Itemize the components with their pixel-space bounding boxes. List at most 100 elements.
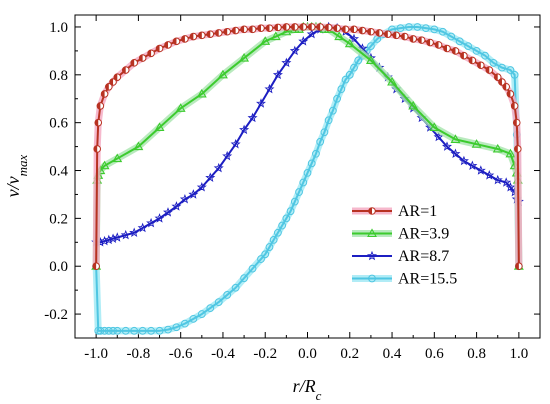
series-3-point-27	[274, 228, 282, 237]
series-0-point-56-fill	[511, 102, 515, 110]
series-2-point-16	[205, 172, 216, 182]
series-0-point-29-fill	[299, 23, 304, 31]
series-1-point-28	[408, 100, 419, 110]
series-3-point-24	[261, 250, 270, 259]
series-0-line	[95, 25, 520, 267]
legend-label-1: AR=3.9	[398, 226, 449, 243]
series-3-point-2	[96, 326, 105, 335]
series-0-point-18-fill	[206, 30, 211, 38]
x-tick-label-2: -0.6	[169, 346, 193, 362]
series-3-point-16	[197, 310, 206, 318]
series-1-point-30	[450, 134, 461, 143]
series-3-point-9	[138, 326, 147, 335]
series-0-point-1-fill	[93, 145, 98, 153]
series-0-point-41-fill	[401, 33, 405, 40]
series-2-point-43	[433, 131, 444, 142]
series-3-point-30	[286, 207, 295, 216]
series-0-point-27-fill	[283, 23, 287, 31]
series-2-point-3	[103, 234, 114, 245]
series-3-point-54	[405, 23, 413, 31]
series-3-point-18	[214, 298, 223, 307]
series-3-point-15	[189, 314, 198, 323]
series-3-point-58	[438, 27, 447, 36]
series-2-point-28	[306, 28, 317, 39]
series-0-point-12-fill	[156, 45, 160, 52]
series-3-point-22	[248, 264, 257, 273]
series-0-point-34-fill	[342, 26, 346, 33]
series-1-point-14	[281, 26, 292, 36]
x-axis-title-sub: c	[316, 388, 322, 403]
series-0-point-20-fill	[223, 28, 228, 36]
x-tick-label-1: -0.8	[127, 346, 151, 362]
series-2-point-18	[222, 150, 233, 161]
series-2-point-52	[505, 182, 516, 192]
series-0-point-6-fill	[109, 78, 114, 86]
series-1-point-5	[112, 153, 123, 163]
series-3-point-26	[269, 236, 278, 244]
series-3-point-3	[100, 326, 109, 335]
series-3-point-6	[113, 326, 122, 335]
series-0-point-58-fill	[514, 145, 518, 153]
series-0-halo	[92, 23, 523, 270]
series-0-point-52-fill	[494, 73, 498, 81]
x-tick-label-10: 1.0	[509, 346, 528, 362]
series-3-point-40	[328, 106, 337, 115]
y-tick-label-4: 0.6	[49, 116, 68, 132]
series-3-point-4	[104, 326, 113, 335]
series-1-point-32	[492, 143, 503, 153]
x-tick-label-5: 0.0	[298, 346, 317, 362]
series-1-point-26	[365, 55, 376, 65]
series-2-point-17	[213, 162, 224, 173]
legend-item-1: AR=3.9	[352, 226, 449, 243]
series-1-line	[95, 25, 520, 267]
series-3-point-43	[341, 75, 350, 84]
series-1-point-4	[99, 160, 110, 170]
series-0-point-44-fill	[426, 39, 431, 46]
series-3-point-46	[354, 56, 363, 65]
series-1-halo	[92, 23, 523, 270]
series-0-point-23-fill	[249, 26, 253, 33]
series-3-point-62	[472, 46, 481, 55]
y-tick-label-1: 0.0	[49, 259, 68, 275]
series-3-point-35	[307, 159, 316, 168]
series-3-point-14	[181, 319, 189, 328]
y-axis-title: v/vmax	[3, 154, 30, 197]
series-2-point-4	[108, 233, 119, 243]
y-tick-label-2: 0.2	[49, 211, 68, 227]
x-axis-title: r/Rc	[293, 376, 322, 403]
series-0-point-53-fill	[498, 78, 502, 86]
series-2-point-45	[450, 148, 461, 159]
tick-label-layer: -1.0 -0.8 -0.6 -0.4 -0.2 0.0 0.2 0.4 0.6 0.8 1.0 -0…	[44, 20, 528, 362]
series-0-point-26-fill	[274, 24, 278, 31]
series-0-point-48-fill	[460, 52, 464, 59]
series-1	[91, 21, 524, 270]
series-0-point-54-fill	[502, 83, 507, 91]
x-tick-label-3: -0.4	[211, 346, 235, 362]
series-2-point-21	[247, 112, 258, 123]
series-0-point-47-fill	[452, 47, 456, 55]
series-3-point-41	[333, 94, 341, 103]
series-0-point-45-fill	[435, 41, 439, 49]
y-tick-label-5: 0.8	[49, 68, 68, 84]
series-0-point-35-fill	[350, 26, 354, 33]
series-3-point-60	[455, 37, 464, 46]
series-1-point-8	[175, 103, 186, 112]
series-0-point-30-fill	[308, 23, 312, 31]
y-tick-label-6: 1.0	[49, 20, 68, 36]
series-2-point-10	[154, 213, 165, 223]
x-tick-label-7: 0.4	[383, 346, 402, 362]
series-2-point-8	[137, 222, 148, 233]
series-3-point-64	[489, 58, 498, 67]
series-2-point-2	[99, 235, 110, 246]
series-0-point-7-fill	[113, 73, 118, 81]
series-0-point-50-fill	[477, 61, 481, 69]
series-0-point-49-fill	[469, 57, 473, 64]
series-0-point-17-fill	[198, 32, 202, 39]
series-0-point-55-fill	[507, 90, 511, 98]
series-2-point-46	[458, 155, 469, 166]
series-0-point-36-fill	[359, 27, 363, 34]
series-0-point-40-fill	[392, 32, 397, 39]
series-3-point-12	[164, 325, 172, 334]
series-3-point-38	[320, 128, 329, 137]
series-3-point-53	[396, 24, 405, 33]
